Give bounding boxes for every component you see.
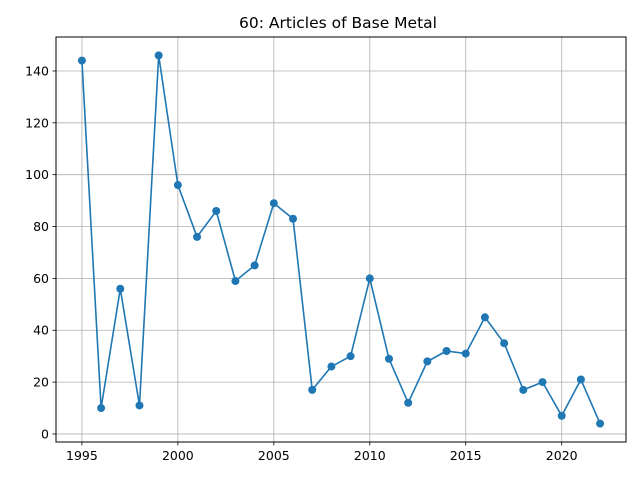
data-point	[404, 398, 413, 407]
y-axis: 0 20 40 60 80 100 120 140	[25, 63, 56, 441]
y-tick-label: 140	[25, 63, 49, 78]
data-point	[519, 385, 528, 394]
data-point	[97, 404, 106, 413]
data-point	[231, 276, 240, 285]
x-tick-label: 1995	[66, 448, 98, 463]
data-point	[423, 357, 432, 366]
y-tick-label: 80	[33, 219, 49, 234]
x-tick-label: 2020	[546, 448, 578, 463]
y-tick-label: 100	[25, 167, 49, 182]
data-point	[365, 274, 374, 283]
x-tick-label: 2010	[354, 448, 386, 463]
data-point	[250, 261, 259, 270]
chart-title: 60: Articles of Base Metal	[239, 14, 437, 32]
data-point	[289, 214, 298, 223]
data-point	[538, 378, 547, 387]
data-point	[327, 362, 336, 371]
y-tick-label: 20	[33, 375, 49, 390]
data-point	[77, 56, 86, 65]
data-point	[269, 199, 278, 208]
data-point	[442, 346, 451, 355]
series-line	[81, 54, 601, 424]
y-tick-label: 120	[25, 115, 49, 130]
data-point	[193, 232, 202, 241]
data-point	[461, 349, 470, 358]
y-tick-label: 40	[33, 323, 49, 338]
data-point	[384, 354, 393, 363]
data-point	[154, 51, 163, 60]
data-point	[346, 352, 355, 361]
y-tick-label: 60	[33, 271, 49, 286]
data-points	[77, 51, 605, 428]
y-tick-label: 0	[41, 426, 49, 441]
data-point	[596, 419, 605, 428]
x-tick-label: 2005	[258, 448, 290, 463]
data-point	[308, 385, 317, 394]
x-axis: 1995 2000 2005 2010 2015 2020	[66, 442, 578, 463]
series-polyline	[81, 54, 601, 424]
plot-frame	[55, 36, 627, 443]
data-point	[500, 339, 509, 348]
grid	[56, 37, 626, 442]
data-point	[576, 375, 585, 384]
x-tick-label: 2000	[162, 448, 194, 463]
data-point	[557, 411, 566, 420]
data-point	[116, 284, 125, 293]
data-point	[135, 401, 144, 410]
data-point	[212, 206, 221, 215]
x-tick-label: 2015	[450, 448, 482, 463]
data-point	[173, 181, 182, 190]
data-point	[480, 313, 489, 322]
